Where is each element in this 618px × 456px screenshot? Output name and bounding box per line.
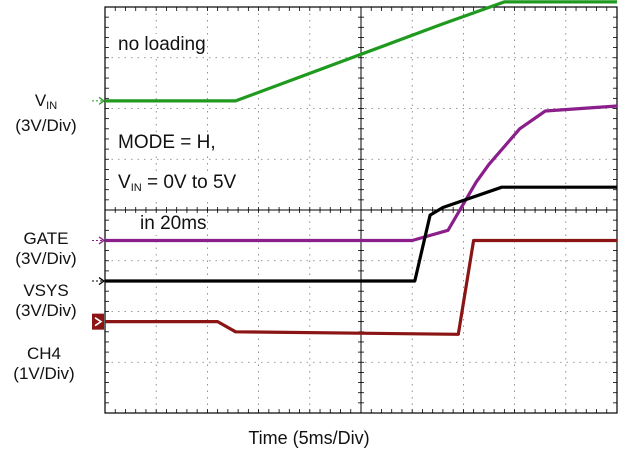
annotation-mode: MODE = H, (118, 132, 216, 154)
annotation-vin-range: VIN = 0V to 5V (118, 172, 237, 199)
channel-marker-arrow-ch4 (94, 316, 103, 327)
annotation-vin-text: = 0V to 5V (141, 172, 237, 193)
plot-grid (104, 6, 618, 414)
channel-label-gate: GATE (3V/Div) (2, 229, 90, 269)
annotation-no-loading: no loading (118, 34, 206, 56)
channel-traces (105, 0, 618, 336)
channel-marker-arrow-gate (98, 236, 106, 245)
channel-markers (92, 96, 106, 330)
channel-scale-ch4: (1V/Div) (13, 364, 75, 383)
channel-label-vsys: VSYS (3V/Div) (2, 281, 90, 321)
channel-name-vsys: VSYS (23, 281, 69, 300)
channel-scale-vsys: (3V/Div) (15, 301, 77, 320)
channel-name-ch4: CH4 (26, 344, 61, 363)
channel-marker-arrow-vsys (98, 277, 106, 286)
trace-vsys (105, 185, 617, 283)
trace-vin (105, 0, 617, 103)
channel-name-gate: GATE (23, 229, 69, 248)
channel-scale-vin: (3V/Div) (15, 116, 77, 135)
channel-marker-arrow-vin (98, 96, 106, 105)
annotation-ramp-time: in 20ms (140, 213, 207, 235)
annotation-vin-symbol: V (118, 172, 131, 193)
x-axis-label: Time (5ms/Div) (248, 428, 370, 448)
trace-ch4 (105, 238, 617, 336)
channel-label-ch4: CH4 (1V/Div) (2, 344, 86, 384)
channel-name-vin: VIN (34, 91, 58, 112)
annotation-vin-subscript: IN (130, 182, 142, 194)
trace-gate (105, 104, 618, 243)
channel-scale-gate: (3V/Div) (15, 249, 77, 268)
channel-label-vin: VIN (3V/Div) (2, 91, 90, 136)
